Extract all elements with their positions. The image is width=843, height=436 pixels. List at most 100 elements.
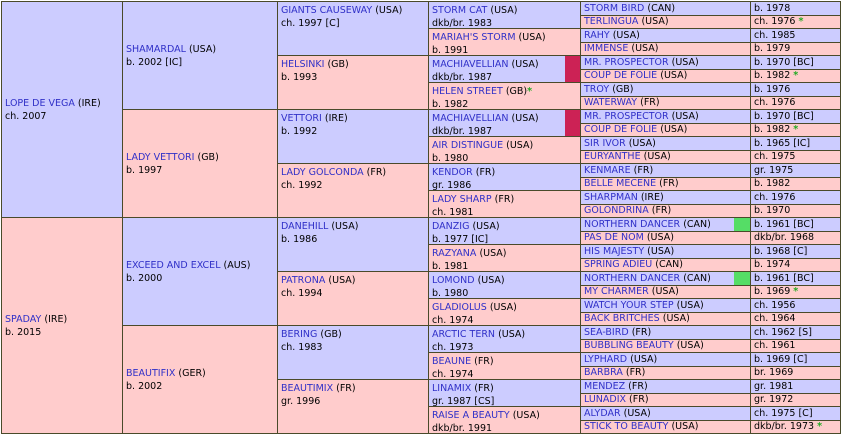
horse-info: ch. 1975 [C]: [754, 407, 813, 419]
note-mark: *: [817, 421, 823, 433]
country: (USA): [506, 140, 534, 151]
country: (USA): [646, 232, 674, 244]
info-line: b. 1974: [754, 259, 837, 272]
name-line: HELSINKI (GB): [281, 58, 425, 71]
horse-cell: LUNADIX (FR): [581, 393, 750, 406]
info-line: gr. 1972: [754, 394, 837, 407]
horse-name: VETTORI: [281, 113, 322, 124]
horse-info: b. 1982: [754, 70, 791, 82]
horse-name: DANZIG: [432, 221, 470, 232]
name-line: BUBBLING BEAUTY (USA): [584, 340, 747, 353]
horse-info: b. 2002 [IC]: [126, 56, 183, 68]
horse-info: b. 1978: [754, 2, 791, 14]
info-line: b. 1991: [432, 44, 577, 55]
name-line: RAHY (USA): [584, 29, 747, 42]
horse-cell: WATERWAY (FR): [581, 96, 750, 109]
country: (USA): [479, 248, 507, 259]
horse-info: ch. 1985: [754, 29, 796, 41]
horse-info: dkb/br. 1968: [754, 232, 815, 244]
name-line: SPRING ADIEU (CAN): [584, 259, 747, 272]
country: (AUS): [223, 259, 251, 271]
info-line: b. 1981: [432, 260, 577, 271]
horse-info: ch. 1976: [754, 191, 796, 203]
horse-cell: BACK BRITCHES (USA): [581, 312, 750, 325]
name-line: LADY GOLCONDA (FR): [281, 166, 425, 179]
info-line: ch. 1994: [281, 287, 425, 300]
horse-cell: IMMENSE (USA): [581, 42, 750, 55]
horse-cell: MY CHARMER (USA): [581, 285, 750, 298]
horse-info: gr. 1987 [CS]: [432, 396, 495, 406]
name-line: TROY (GB): [584, 83, 747, 96]
info-line: b. 1961 [BC]: [754, 272, 837, 285]
horse-name: MACHIAVELLIAN: [432, 59, 509, 70]
name-line: GIANTS CAUSEWAY (USA): [281, 4, 425, 17]
horse-name: GLADIOLUS: [432, 302, 487, 313]
country: (FR): [631, 326, 652, 338]
country: (USA): [489, 302, 517, 313]
horse-name: MR. PROSPECTOR: [584, 56, 669, 68]
country: (USA): [643, 151, 671, 163]
horse-name: SHARPMAN: [584, 191, 638, 203]
horse-name: LOMOND: [432, 275, 475, 286]
horse-cell: COUP DE FOLIE (USA): [581, 123, 750, 136]
horse-info: b. 1980: [432, 288, 469, 298]
dup-marker: [734, 218, 750, 231]
info-line: br. 1969: [754, 367, 837, 380]
country: (CAN): [683, 218, 711, 230]
info-cell: ch. 1985: [751, 29, 840, 42]
horse-name: DANEHILL: [281, 221, 329, 232]
name-line: GOLONDRINA (FR): [584, 205, 747, 218]
horse-name: BERING: [281, 329, 318, 340]
horse-info: b. 1970: [754, 205, 791, 217]
info-line: ch. 1964: [754, 313, 837, 326]
name-line: BEAUTIFIX (GER): [126, 367, 274, 380]
horse-info: b. 1982: [754, 178, 791, 190]
country: (FR): [366, 167, 387, 178]
info-line: b. 1982 *: [754, 124, 837, 137]
horse-cell: ALYDAR (USA): [581, 407, 750, 420]
name-line: MACHIAVELLIAN (USA): [432, 58, 577, 71]
country: (USA): [662, 313, 690, 325]
country: (USA): [630, 353, 658, 365]
country: (FR): [625, 367, 646, 379]
note-mark: *: [793, 124, 799, 136]
name-line: LADY VETTORI (GB): [126, 151, 274, 164]
country: (USA): [671, 110, 699, 122]
horse-name: WATCH YOUR STEP: [584, 299, 674, 311]
horse-name: LYPHARD: [584, 353, 628, 365]
name-line: HIS MAJESTY (USA): [584, 245, 747, 258]
horse-info: dkb/br. 1991: [432, 423, 493, 433]
info-cell: b. 1970: [751, 204, 840, 218]
horse-info: b. 1979: [754, 43, 791, 55]
horse-info: b. 1961 [BC]: [754, 218, 814, 230]
info-line: b. 1986: [281, 233, 425, 246]
horse-cell: PAS DE NOM (USA): [581, 231, 750, 244]
info-line: dkb/br. 1987: [432, 125, 577, 136]
horse-cell: AIR DISTINGUE (USA) b. 1980: [429, 137, 580, 163]
info-line: b. 1980: [432, 287, 577, 298]
horse-info: b. 1977 [IC]: [432, 234, 489, 244]
horse-info: b. 1986: [281, 234, 318, 245]
name-line: EXCEED AND EXCEL (AUS): [126, 259, 274, 272]
info-line: b. 1970: [754, 205, 837, 218]
horse-name: SIR IVOR: [584, 137, 626, 149]
horse-cell: VETTORI (IRE) b. 1992: [278, 110, 428, 163]
country: (USA): [628, 137, 656, 149]
info-cell: b. 1968 [C]: [751, 245, 840, 258]
country: (FR): [659, 178, 679, 190]
horse-name: MENDEZ: [584, 380, 626, 392]
horse-cell: DANEHILL (USA) b. 1986: [278, 218, 428, 271]
horse-name: RAISE A BEAUTY: [432, 410, 510, 421]
country: (CAN): [647, 2, 676, 14]
info-cell: b. 1982 *: [751, 123, 840, 137]
info-line: gr. 1987 [CS]: [432, 395, 577, 406]
name-line: SIR IVOR (USA): [584, 137, 747, 150]
country: (USA): [472, 221, 500, 232]
horse-name: SPADAY: [5, 313, 42, 325]
horse-name: SPRING ADIEU: [584, 259, 653, 271]
horse-cell: BERING (GB) ch. 1983: [278, 326, 428, 379]
name-line: KENMARE (FR): [584, 164, 747, 177]
horse-cell: KENMARE (FR): [581, 164, 750, 177]
horse-name: STORM CAT: [432, 5, 488, 16]
